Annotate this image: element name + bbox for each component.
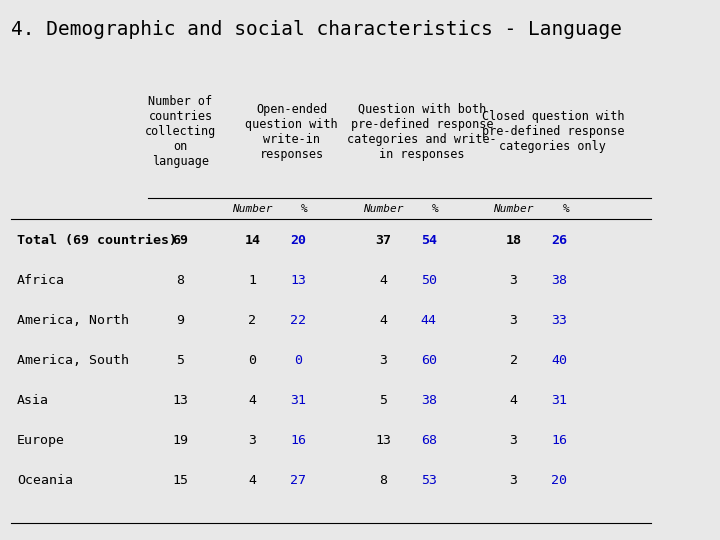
Text: 3: 3: [379, 354, 387, 367]
Text: Asia: Asia: [17, 394, 49, 407]
Text: Number: Number: [493, 204, 534, 214]
Text: Oceania: Oceania: [17, 474, 73, 487]
Text: Open-ended
question with
write-in
responses: Open-ended question with write-in respon…: [246, 103, 338, 161]
Text: 3: 3: [510, 274, 518, 287]
Text: 68: 68: [420, 434, 436, 447]
Text: 4. Demographic and social characteristics - Language: 4. Demographic and social characteristic…: [11, 20, 621, 39]
Text: 31: 31: [290, 394, 306, 407]
Text: 5: 5: [176, 354, 184, 367]
Text: 22: 22: [290, 314, 306, 327]
Text: 44: 44: [420, 314, 436, 327]
Text: 60: 60: [420, 354, 436, 367]
Text: 3: 3: [248, 434, 256, 447]
Text: 20: 20: [552, 474, 567, 487]
Text: Closed question with
pre-defined response
categories only: Closed question with pre-defined respons…: [482, 110, 624, 153]
Text: 0: 0: [248, 354, 256, 367]
Text: 16: 16: [290, 434, 306, 447]
Text: Number: Number: [363, 204, 403, 214]
Text: 54: 54: [420, 234, 436, 247]
Text: %: %: [301, 204, 308, 214]
Text: 40: 40: [552, 354, 567, 367]
Text: 13: 13: [173, 394, 189, 407]
Text: 4: 4: [248, 474, 256, 487]
Text: 8: 8: [176, 274, 184, 287]
Text: %: %: [432, 204, 438, 214]
Text: %: %: [562, 204, 570, 214]
Text: 3: 3: [510, 474, 518, 487]
Text: 69: 69: [173, 234, 189, 247]
Text: 26: 26: [552, 234, 567, 247]
Text: Europe: Europe: [17, 434, 66, 447]
Text: Total (69 countries): Total (69 countries): [17, 234, 177, 247]
Text: 9: 9: [176, 314, 184, 327]
Text: 3: 3: [510, 314, 518, 327]
Text: 13: 13: [375, 434, 391, 447]
Text: 13: 13: [290, 274, 306, 287]
Text: 5: 5: [379, 394, 387, 407]
Text: 38: 38: [552, 274, 567, 287]
Text: 27: 27: [290, 474, 306, 487]
Text: America, South: America, South: [17, 354, 129, 367]
Text: 4: 4: [379, 314, 387, 327]
Text: 50: 50: [420, 274, 436, 287]
Text: 14: 14: [244, 234, 261, 247]
Text: 0: 0: [294, 354, 302, 367]
Text: 33: 33: [552, 314, 567, 327]
Text: 53: 53: [420, 474, 436, 487]
Text: 31: 31: [552, 394, 567, 407]
Text: 3: 3: [510, 434, 518, 447]
Text: Number: Number: [232, 204, 273, 214]
Text: 15: 15: [173, 474, 189, 487]
Text: 8: 8: [379, 474, 387, 487]
Text: 2: 2: [510, 354, 518, 367]
Text: Number of
countries
collecting
on
language: Number of countries collecting on langua…: [145, 95, 216, 168]
Text: 4: 4: [248, 394, 256, 407]
Text: 19: 19: [173, 434, 189, 447]
Text: 4: 4: [379, 274, 387, 287]
Text: America, North: America, North: [17, 314, 129, 327]
Text: Africa: Africa: [17, 274, 66, 287]
Text: 4: 4: [510, 394, 518, 407]
Text: 1: 1: [248, 274, 256, 287]
Text: Question with both
pre-defined response
categories and write-
in responses: Question with both pre-defined response …: [347, 103, 497, 161]
Text: 38: 38: [420, 394, 436, 407]
Text: 2: 2: [248, 314, 256, 327]
Text: 20: 20: [290, 234, 306, 247]
Text: 16: 16: [552, 434, 567, 447]
Text: 18: 18: [505, 234, 521, 247]
Text: 37: 37: [375, 234, 391, 247]
